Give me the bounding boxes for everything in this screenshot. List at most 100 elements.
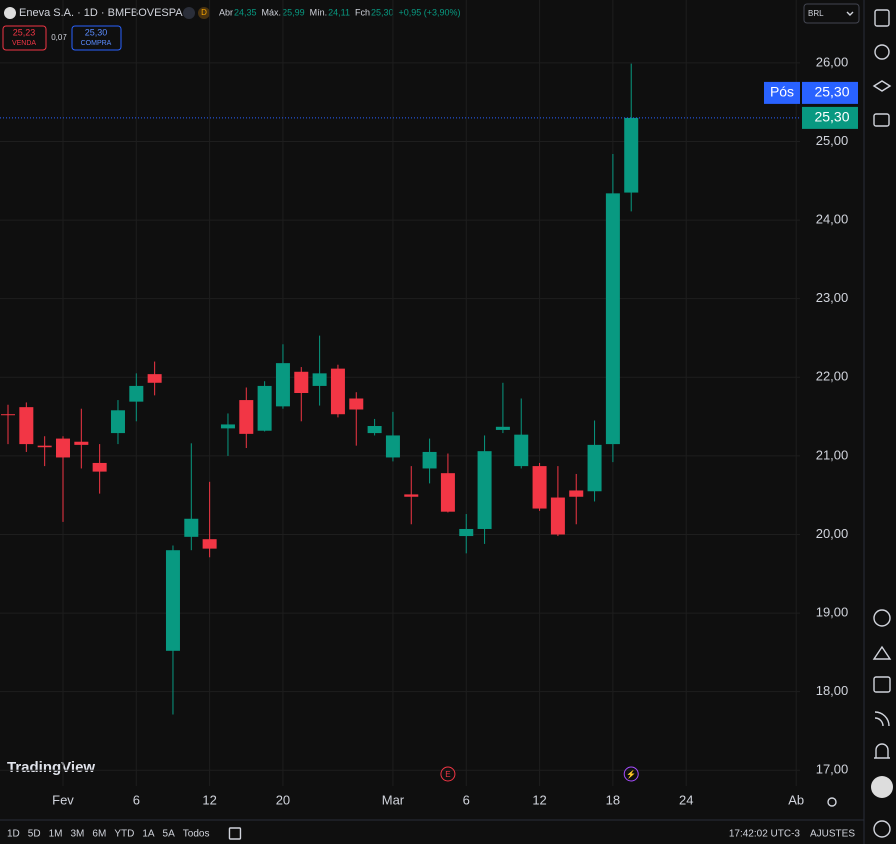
- clock: 17:42:02 UTC-3: [729, 829, 801, 840]
- candle-body: [202, 539, 217, 549]
- candle-body: [37, 445, 52, 448]
- event-label: ⚡: [626, 769, 636, 779]
- candle-body: [440, 473, 455, 512]
- candle-body: [624, 117, 639, 193]
- candle-body: [404, 494, 419, 497]
- candle-body: [422, 451, 437, 469]
- ohlc-label: Fch: [355, 7, 370, 17]
- settings-button[interactable]: AJUSTES: [810, 829, 855, 840]
- candle-body: [367, 426, 382, 434]
- y-tick-label: 21,00: [816, 447, 849, 462]
- position-value-tag: [802, 81, 858, 104]
- y-tick-label: 22,00: [816, 369, 849, 384]
- position-label: Pós: [770, 84, 794, 100]
- y-tick-label: 17,00: [816, 762, 849, 777]
- event-marker[interactable]: [440, 766, 456, 782]
- calendar-icon[interactable]: [873, 676, 891, 693]
- header: Eneva S.A. · 1D · BMFBOVESPA D 25,23 VEN…: [2, 3, 860, 51]
- range-button[interactable]: Todos: [183, 829, 210, 840]
- watchlist-icon[interactable]: [874, 9, 890, 27]
- apps-button[interactable]: [871, 776, 893, 798]
- ohlc-label: Abr: [219, 7, 233, 17]
- candle-body: [55, 438, 70, 458]
- x-tick-label: 12: [532, 792, 546, 807]
- candle-body: [569, 490, 584, 497]
- session-icon: [183, 7, 195, 19]
- symbol-logo: [4, 7, 16, 19]
- range-button[interactable]: 3M: [71, 829, 85, 840]
- change: +0,95 (+3,90%): [399, 7, 461, 17]
- buy-price: 25,30: [85, 27, 108, 37]
- candle-body: [239, 400, 254, 434]
- candle-body: [550, 497, 565, 535]
- candle-body: [275, 363, 290, 407]
- target-icon[interactable]: [873, 609, 891, 627]
- candle-body: [294, 371, 309, 393]
- candle-body: [605, 193, 620, 445]
- buy-label: COMPRA: [81, 40, 112, 47]
- ohlc-value: 24,11: [328, 7, 350, 17]
- y-tick-label: 20,00: [816, 526, 849, 541]
- range-button[interactable]: 5D: [28, 829, 41, 840]
- help-icon[interactable]: [873, 820, 891, 838]
- y-tick-label: 24,00: [816, 212, 849, 227]
- candle-body: [19, 407, 34, 445]
- range-button[interactable]: 6M: [92, 829, 106, 840]
- x-tick-label: 20: [276, 792, 290, 807]
- ohlc-value: 25,99: [282, 7, 305, 17]
- last-price-tag: [802, 106, 858, 129]
- range-button[interactable]: 1D: [7, 829, 20, 840]
- candle-body: [257, 385, 272, 431]
- candle-body: [92, 462, 107, 472]
- currency: BRL: [808, 9, 824, 18]
- chat-icon[interactable]: [873, 113, 890, 127]
- candle-body: [165, 550, 180, 651]
- candle-body: [349, 398, 364, 410]
- x-tick-label: 24: [679, 792, 693, 807]
- ohlc-value: 25,30: [371, 7, 394, 17]
- alerts-icon[interactable]: [874, 44, 890, 60]
- candle-body: [147, 374, 162, 383]
- position-tag: [764, 81, 800, 104]
- range-button[interactable]: 1M: [49, 829, 63, 840]
- ohlc-label: Mín.: [310, 7, 328, 17]
- candle-body: [532, 466, 547, 509]
- badge-bg: [198, 7, 210, 19]
- x-tick-label: 6: [463, 792, 470, 807]
- y-tick-label: 26,00: [816, 54, 849, 69]
- candle-body: [129, 385, 144, 402]
- ideas-icon[interactable]: [872, 645, 892, 660]
- ohlc-value: 24,35: [234, 7, 257, 17]
- event-marker[interactable]: [623, 766, 639, 782]
- sell-button[interactable]: [2, 25, 47, 51]
- sell-label: VENDA: [12, 40, 36, 47]
- buy-button[interactable]: [71, 25, 122, 51]
- candle-body: [110, 410, 125, 434]
- x-tick-label: 12: [202, 792, 216, 807]
- candle-body: [312, 373, 327, 386]
- y-tick-label: 18,00: [816, 683, 849, 698]
- stream-icon[interactable]: [874, 711, 890, 727]
- range-button[interactable]: 1A: [142, 829, 155, 840]
- range-button[interactable]: YTD: [114, 829, 134, 840]
- currency-select[interactable]: [803, 3, 860, 24]
- dropdown-arrow: [846, 11, 854, 16]
- badge: D: [201, 8, 207, 17]
- range-button[interactable]: 5A: [163, 829, 176, 840]
- x-tick-label: 6: [133, 792, 140, 807]
- sell-price: 25,23: [13, 27, 36, 37]
- last-price-label: 25,30: [814, 109, 849, 125]
- spread: 0,07: [51, 33, 67, 42]
- x-tick-label: Mar: [382, 792, 405, 807]
- notification-icon[interactable]: [874, 743, 890, 759]
- candle-body: [330, 368, 345, 415]
- right-toolbar: [871, 9, 893, 838]
- plot: [0, 0, 800, 786]
- event-label: E: [445, 770, 450, 779]
- x-tick-label: Fev: [52, 792, 74, 807]
- axis-settings[interactable]: [827, 797, 837, 807]
- layers-icon[interactable]: [872, 80, 892, 92]
